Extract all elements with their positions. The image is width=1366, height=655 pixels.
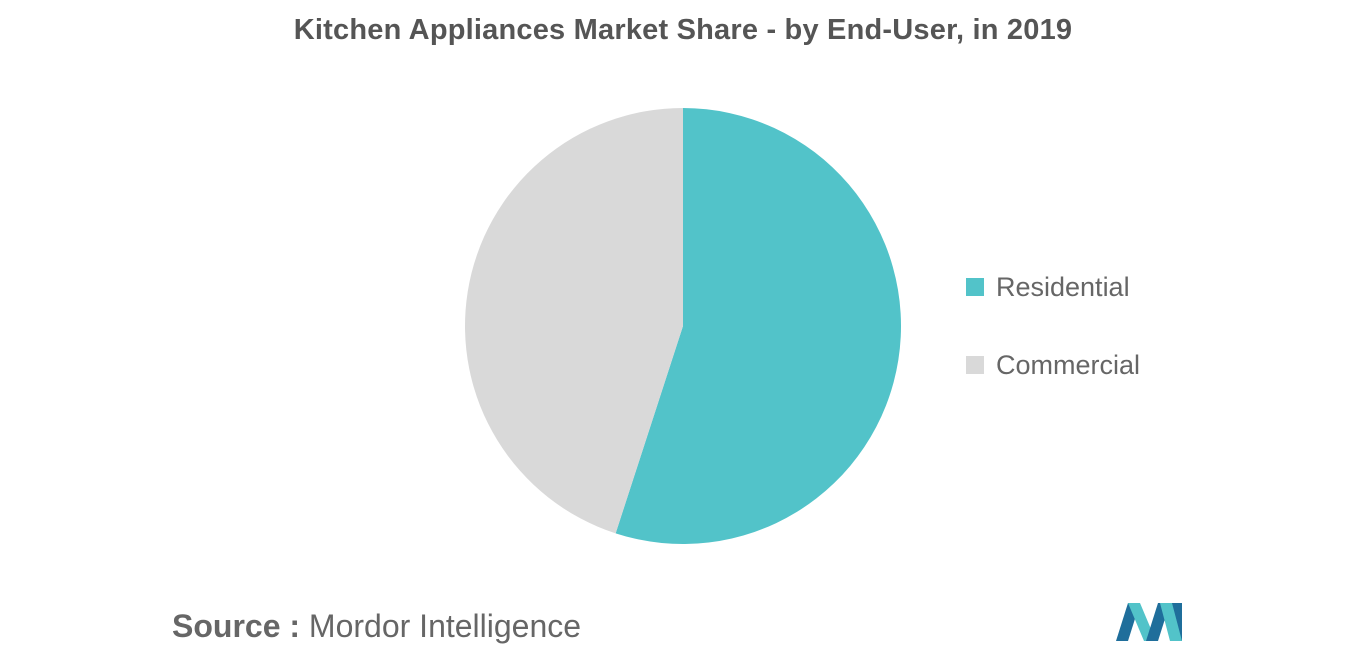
pie-slice-commercial (465, 108, 683, 534)
source-label: Source : (172, 608, 301, 644)
legend-label-commercial: Commercial (996, 349, 1141, 380)
legend-swatch-commercial (966, 356, 984, 374)
source-text: Mordor Intelligence (308, 608, 582, 644)
legend: Residential Commercial (966, 268, 1140, 424)
legend-swatch-residential (966, 278, 984, 296)
source-note: Source : Mordor Intelligence (172, 608, 581, 645)
mordor-intelligence-logo-icon (1116, 603, 1182, 641)
legend-label-residential: Residential (996, 271, 1130, 302)
chart-title: Kitchen Appliances Market Share - by End… (293, 14, 1073, 46)
pie-slice-residential (615, 108, 902, 544)
legend-item-residential: Residential (966, 268, 1140, 306)
legend-item-commercial: Commercial (966, 346, 1140, 384)
